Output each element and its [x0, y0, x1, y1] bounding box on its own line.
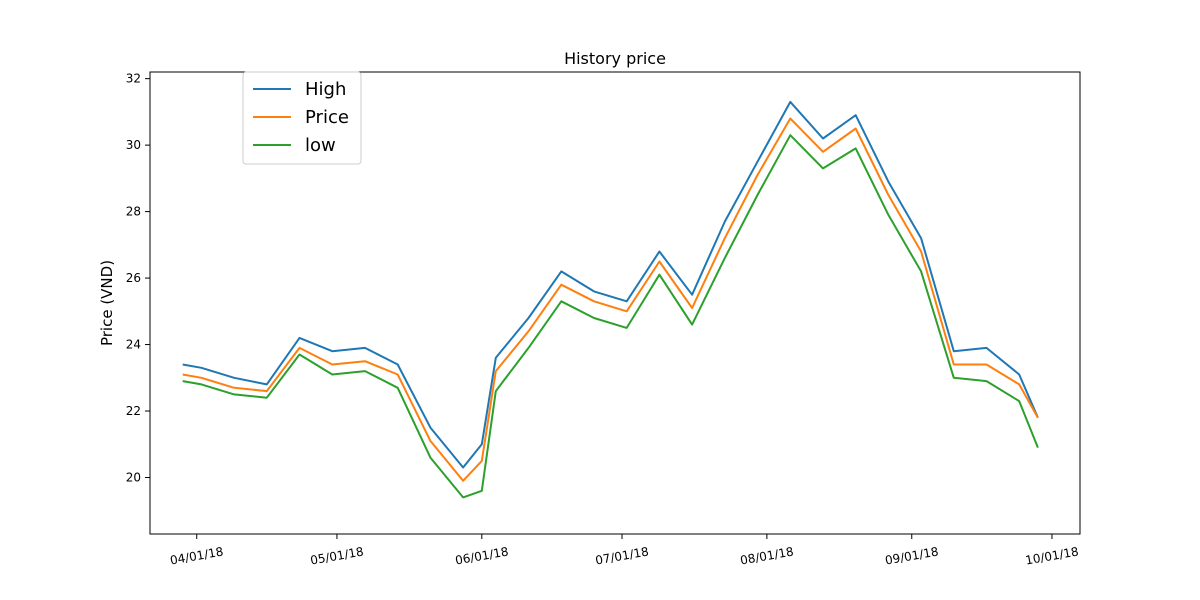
legend: High Price low — [242, 71, 362, 165]
y-axis-label: Price (VND) — [98, 260, 116, 346]
chart-title: History price — [564, 49, 666, 68]
series-layer — [182, 100, 1039, 499]
series-line-high — [182, 100, 1039, 469]
y-tick-label: 24 — [126, 338, 141, 352]
y-axis: 20 22 24 26 28 30 32 — [126, 72, 150, 484]
x-tick-label: 06/01/18 — [454, 544, 510, 567]
y-tick-label: 30 — [126, 138, 141, 152]
series-line-low — [182, 134, 1039, 499]
series-line-price — [182, 117, 1039, 482]
y-tick-label: 28 — [126, 205, 141, 219]
plot-frame — [149, 71, 1081, 535]
x-tick-label: 04/01/18 — [169, 544, 225, 567]
legend-label-low: low — [305, 135, 336, 156]
x-tick-label: 07/01/18 — [594, 544, 650, 567]
legend-label-high: High — [305, 79, 346, 100]
y-tick-label: 22 — [126, 404, 141, 418]
legend-label-price: Price — [305, 107, 349, 128]
y-tick-label: 32 — [126, 72, 141, 86]
y-tick-label: 20 — [126, 470, 141, 484]
x-tick-label: 10/01/18 — [1024, 544, 1080, 567]
legend-box — [242, 71, 362, 165]
y-tick-label: 26 — [126, 271, 141, 285]
x-tick-label: 08/01/18 — [739, 544, 795, 567]
x-axis: 04/01/18 05/01/18 06/01/18 07/01/18 08/01/18… — [169, 534, 1080, 568]
x-tick-label: 05/01/18 — [309, 544, 365, 567]
x-tick-label: 09/01/18 — [884, 544, 940, 567]
